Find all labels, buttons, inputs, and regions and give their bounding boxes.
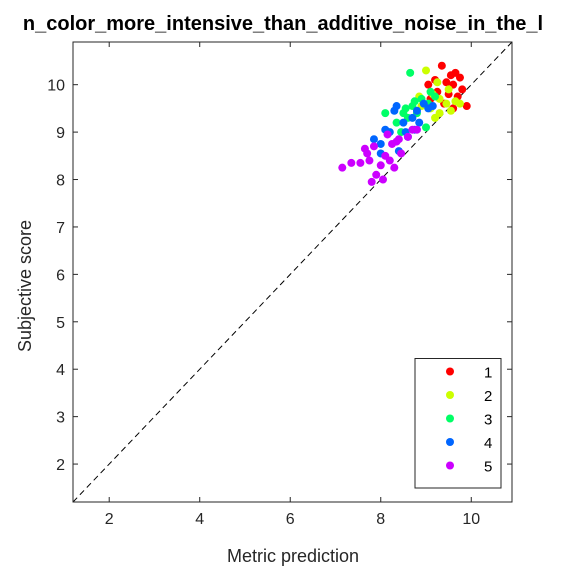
data-point-series-1: [462, 102, 471, 111]
y-tick-label: 4: [56, 362, 65, 379]
data-point-series-2: [442, 99, 451, 108]
y-tick-label: 2: [56, 457, 65, 474]
legend-box: [414, 358, 502, 489]
legend: 1 2 3 4 5: [414, 358, 502, 489]
data-point-series-5: [379, 175, 388, 184]
x-axis-label: Metric prediction: [227, 546, 359, 566]
x-tick-label: 4: [195, 511, 204, 528]
legend-label-series-3: 3: [484, 412, 492, 429]
data-point-series-3: [406, 68, 415, 77]
data-point-series-5: [369, 142, 378, 151]
legend-marker-series-3: [446, 414, 454, 423]
y-tick-label: 5: [56, 315, 65, 332]
data-point-series-2: [446, 106, 455, 115]
legend-label-series-4: 4: [484, 435, 492, 452]
data-point-series-3: [410, 97, 419, 106]
y-axis-label: Subjective score: [15, 220, 35, 352]
data-point-series-1: [458, 85, 467, 94]
y-tick-label: 8: [56, 173, 65, 190]
y-tick-label: 7: [56, 220, 65, 237]
data-point-series-5: [365, 156, 374, 165]
data-point-series-1: [424, 80, 433, 89]
data-point-series-2: [444, 85, 453, 94]
data-point-series-4: [376, 139, 385, 148]
data-point-series-1: [442, 78, 451, 87]
y-tick-label: 9: [56, 125, 65, 142]
data-point-series-1: [437, 61, 446, 70]
data-point-series-5: [376, 161, 385, 170]
y-tick-label: 10: [47, 78, 65, 95]
axes-box: [72, 41, 513, 503]
x-tick-label: 10: [462, 511, 480, 528]
data-point-series-4: [399, 118, 408, 127]
x-tick-label: 8: [376, 511, 385, 528]
y-tick-label: 6: [56, 267, 65, 284]
data-point-series-4: [369, 135, 378, 144]
data-point-series-5: [390, 163, 399, 172]
data-point-series-5: [363, 149, 372, 158]
legend-label-series-5: 5: [484, 459, 492, 476]
x-tick-label: 6: [286, 511, 295, 528]
data-point-series-2: [431, 113, 440, 122]
data-point-series-3: [422, 123, 431, 132]
data-point-series-4: [415, 118, 424, 127]
data-point-series-4: [408, 113, 417, 122]
legend-label-series-1: 1: [484, 365, 492, 382]
data-point-series-5: [367, 177, 376, 186]
data-point-series-5: [372, 170, 381, 179]
legend-label-series-2: 2: [484, 388, 492, 405]
data-point-series-5: [383, 130, 392, 139]
data-point-series-2: [455, 99, 464, 108]
data-point-series-3: [399, 109, 408, 118]
y-tick-label: 3: [56, 410, 65, 427]
data-point-series-3: [392, 118, 401, 127]
legend-marker-series-5: [446, 461, 454, 470]
legend-marker-series-1: [446, 367, 454, 376]
data-point-series-5: [412, 125, 421, 134]
plot-area: 2 4 6 8 10 2 3 4 5 6 7 8 9 10: [47, 41, 513, 528]
data-point-series-5: [356, 158, 365, 167]
data-point-series-5: [385, 156, 394, 165]
data-point-series-5: [347, 158, 356, 167]
data-point-series-4: [428, 102, 437, 111]
data-point-series-4: [390, 106, 399, 115]
data-point-series-2: [433, 78, 442, 87]
x-tick-label: 2: [105, 511, 114, 528]
legend-marker-series-2: [446, 391, 454, 399]
data-point-series-1: [455, 73, 464, 82]
chart-title: n_color_more_intensive_than_additive_noi…: [23, 13, 543, 35]
data-point-series-5: [338, 163, 347, 172]
data-point-series-5: [397, 149, 406, 158]
data-point-series-5: [403, 132, 412, 141]
data-point-series-2: [422, 66, 431, 75]
legend-marker-series-4: [446, 438, 454, 446]
data-point-series-4: [412, 106, 421, 115]
data-point-series-5: [394, 135, 403, 144]
diagonal-reference-line: [72, 41, 513, 503]
data-point-series-3: [426, 87, 435, 96]
data-point-series-3: [381, 109, 390, 118]
